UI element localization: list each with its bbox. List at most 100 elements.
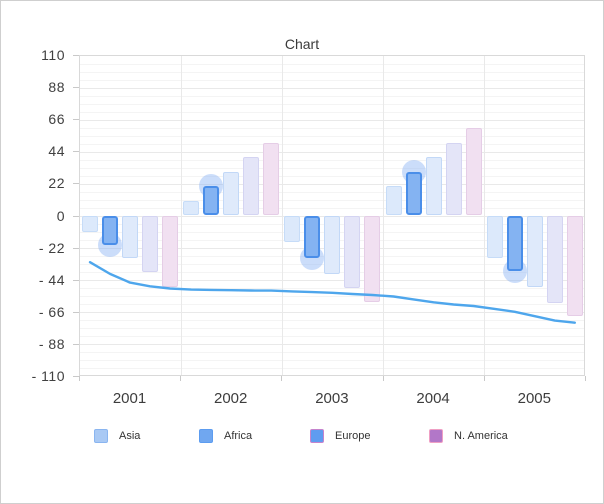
gridline-horizontal-minor: [80, 127, 584, 129]
gridline-horizontal-minor: [80, 296, 584, 298]
legend-swatch: [429, 429, 443, 443]
x-axis-label-2005: 2005: [517, 390, 551, 407]
gridline-horizontal-major: [80, 151, 584, 153]
gridline-horizontal-minor: [80, 103, 584, 105]
bar-europe-2002[interactable]: [223, 171, 240, 216]
bar-asia-2001[interactable]: [82, 215, 98, 232]
y-axis-label: 110: [41, 47, 65, 63]
y-axis-label: - 88: [38, 335, 65, 352]
x-axis-tick: [281, 376, 283, 381]
x-axis-tick: [585, 376, 586, 381]
gridline-horizontal-minor: [80, 336, 584, 338]
y-axis-label: - 66: [38, 303, 65, 320]
gridline-horizontal-minor: [80, 288, 584, 290]
x-axis-tick: [180, 376, 182, 381]
gridline-horizontal-minor: [80, 175, 584, 177]
legend-label: Europe: [335, 430, 371, 442]
y-axis-tick: [73, 151, 79, 153]
y-axis-tick: [73, 279, 79, 281]
bar-africa-2003[interactable]: [304, 215, 321, 258]
bar-series-5-2005[interactable]: [566, 215, 583, 317]
gridline-horizontal-major: [80, 344, 584, 346]
gridline-horizontal-major: [80, 119, 584, 121]
bar-europe-2005[interactable]: [526, 215, 543, 287]
y-axis-tick: [73, 183, 79, 185]
bar-n-america-2005[interactable]: [546, 215, 563, 304]
gridline-horizontal-minor: [80, 167, 584, 169]
gridline-horizontal-minor: [80, 111, 584, 113]
gridline-horizontal-minor: [80, 360, 584, 362]
gridline-horizontal-minor: [80, 79, 584, 81]
gridline-horizontal-minor: [80, 71, 584, 73]
bar-africa-2001[interactable]: [102, 215, 118, 245]
gridline-vertical: [180, 56, 182, 375]
bar-series-5-2003[interactable]: [364, 215, 381, 302]
legend-label: N. America: [454, 430, 508, 442]
gridline-horizontal-minor: [80, 320, 584, 322]
gridline-horizontal-minor: [80, 135, 584, 137]
legend-label: Africa: [224, 430, 253, 442]
bar-africa-2004[interactable]: [405, 171, 422, 216]
bar-n-america-2001[interactable]: [142, 215, 158, 273]
y-axis-label: - 22: [38, 239, 65, 256]
y-axis-tick: [73, 376, 79, 377]
gridline-horizontal-major: [80, 312, 584, 314]
y-axis-label: - 44: [38, 271, 65, 288]
bar-series-5-2001[interactable]: [162, 215, 178, 287]
bar-asia-2005[interactable]: [486, 215, 503, 258]
y-axis-tick: [73, 55, 79, 56]
x-axis-label-2001: 2001: [112, 390, 147, 407]
legend-item-n-america[interactable]: N. America: [429, 429, 539, 445]
gridline-horizontal-major: [80, 183, 584, 185]
legend-swatch: [199, 429, 213, 443]
bar-series-5-2002[interactable]: [263, 142, 280, 216]
bar-asia-2002[interactable]: [183, 200, 200, 216]
gridline-horizontal-minor: [80, 304, 584, 306]
legend-item-africa[interactable]: Africa: [199, 429, 309, 445]
gridline-horizontal-minor: [80, 95, 584, 97]
x-axis-tick: [79, 376, 80, 381]
gridline-vertical: [383, 56, 385, 375]
bar-n-america-2002[interactable]: [243, 157, 260, 216]
gridline-horizontal-minor: [80, 143, 584, 145]
y-axis-tick: [73, 87, 79, 89]
y-axis-label: 66: [48, 111, 65, 128]
x-axis-tick: [483, 376, 485, 381]
bar-africa-2002[interactable]: [203, 186, 220, 216]
legend-item-asia[interactable]: Asia: [94, 429, 204, 445]
y-axis-tick: [73, 215, 79, 217]
bar-asia-2003[interactable]: [284, 215, 301, 242]
gridline-horizontal-minor: [80, 191, 584, 193]
x-axis-label-2003: 2003: [315, 390, 349, 407]
gridline-horizontal-minor: [80, 159, 584, 161]
y-axis-tick: [73, 247, 79, 249]
x-axis-label-2002: 2002: [214, 390, 248, 407]
bar-series-5-2004[interactable]: [465, 127, 482, 216]
gridline-vertical: [484, 56, 486, 375]
x-axis-tick: [382, 376, 384, 381]
bar-n-america-2004[interactable]: [445, 142, 462, 216]
gridline-horizontal-minor: [80, 199, 584, 201]
gridline-horizontal-major: [80, 87, 584, 89]
gridline-horizontal-minor: [80, 368, 584, 370]
bar-europe-2003[interactable]: [324, 215, 341, 274]
y-axis-tick: [73, 119, 79, 121]
bar-africa-2005[interactable]: [506, 215, 523, 271]
chart-title: Chart: [284, 36, 320, 52]
y-axis-label: 44: [48, 143, 65, 160]
bar-europe-2001[interactable]: [122, 215, 138, 258]
legend-swatch: [94, 429, 108, 443]
bar-asia-2004[interactable]: [385, 186, 402, 216]
bar-n-america-2003[interactable]: [344, 215, 361, 289]
legend-item-europe[interactable]: Europe: [310, 429, 420, 445]
gridline-horizontal-minor: [80, 328, 584, 330]
legend-label: Asia: [119, 430, 141, 442]
legend-swatch: [310, 429, 324, 443]
y-axis-tick: [73, 343, 79, 345]
gridline-horizontal-minor: [80, 352, 584, 354]
y-axis-label: 0: [56, 207, 65, 224]
y-axis-label: 22: [48, 175, 65, 192]
bar-europe-2004[interactable]: [425, 157, 442, 216]
gridline-vertical: [281, 56, 283, 375]
